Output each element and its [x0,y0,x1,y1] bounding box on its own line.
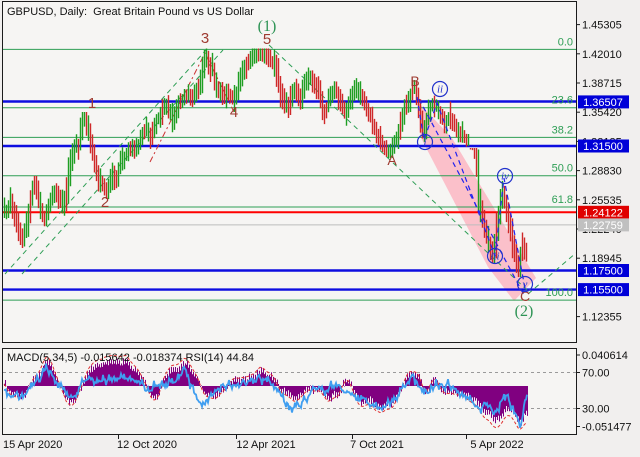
svg-text:5 Apr 2022: 5 Apr 2022 [470,439,523,451]
svg-text:iii: iii [490,251,499,263]
svg-text:C: C [520,288,530,304]
svg-text:iv: iv [501,171,509,183]
svg-text:1.31500: 1.31500 [583,141,623,153]
svg-text:1.15500: 1.15500 [583,285,623,297]
svg-text:1.25535: 1.25535 [582,195,622,207]
svg-text:v: v [523,279,528,291]
svg-text:2: 2 [101,194,109,211]
svg-text:61.8: 61.8 [552,194,573,206]
svg-text:100.0: 100.0 [545,287,573,299]
svg-text:-0.051477: -0.051477 [582,422,632,434]
svg-text:5: 5 [263,31,271,48]
svg-text:1.28830: 1.28830 [582,166,622,178]
svg-text:1.36507: 1.36507 [583,97,623,109]
svg-text:7 Oct 2021: 7 Oct 2021 [350,439,404,451]
svg-text:1.22759: 1.22759 [583,220,623,232]
svg-text:1.18945: 1.18945 [582,253,622,265]
svg-text:12 Apr 2021: 12 Apr 2021 [236,439,295,451]
svg-text:1.38715: 1.38715 [582,78,622,90]
svg-text:30.00: 30.00 [582,404,610,416]
svg-text:GBPUSD, Daily: Great Britain: GBPUSD, Daily: Great Britain Pound vs US… [7,6,254,18]
svg-text:38.2: 38.2 [552,124,573,136]
svg-text:1.42010: 1.42010 [582,49,622,61]
svg-text:1.35420: 1.35420 [582,107,622,119]
svg-text:1.12355: 1.12355 [582,312,622,324]
svg-text:MACD(5,34,5) -0.015642 -0.0183: MACD(5,34,5) -0.015642 -0.018374 RSI(14)… [7,352,254,364]
svg-text:1.45305: 1.45305 [582,20,622,32]
svg-text:1: 1 [88,95,96,112]
svg-text:1.24122: 1.24122 [583,207,623,219]
svg-text:i: i [423,137,426,149]
svg-text:23.6: 23.6 [552,95,573,107]
svg-text:0.040614: 0.040614 [582,350,628,362]
svg-text:4: 4 [230,104,238,121]
svg-text:A: A [387,152,397,168]
svg-text:(2): (2) [515,303,534,320]
svg-text:50.0: 50.0 [552,163,573,175]
svg-text:1.17500: 1.17500 [583,266,623,278]
svg-text:3: 3 [201,30,209,47]
svg-text:0.0: 0.0 [558,36,573,48]
svg-text:12 Oct 2020: 12 Oct 2020 [117,439,177,451]
svg-text:15 Apr 2020: 15 Apr 2020 [3,439,62,451]
svg-text:(1): (1) [258,18,277,35]
svg-text:B: B [410,73,419,89]
svg-text:ii: ii [437,84,443,96]
svg-text:70.00: 70.00 [582,368,610,380]
